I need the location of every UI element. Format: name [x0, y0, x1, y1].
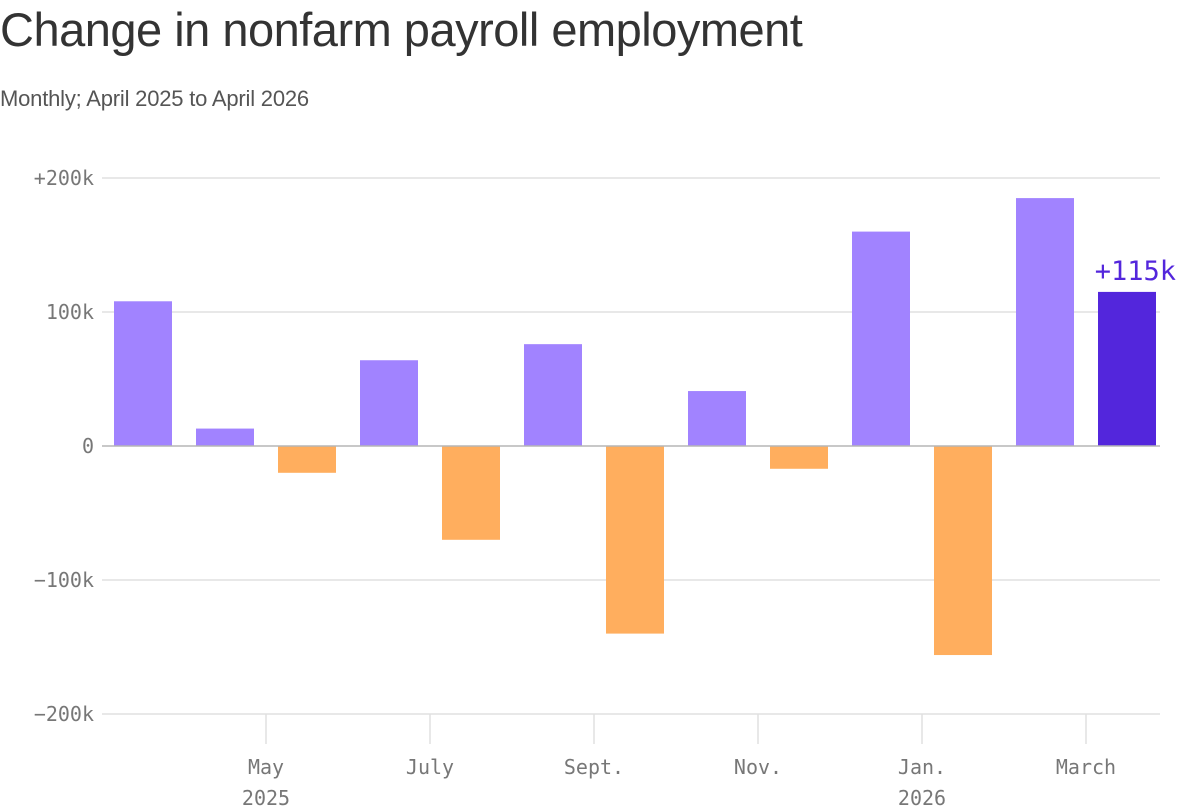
bar [770, 446, 828, 469]
y-tick-label: 0 [82, 434, 94, 458]
bar [934, 446, 992, 656]
x-tick-label: Sept. [564, 755, 624, 779]
chart-subtitle: Monthly; April 2025 to April 2026 [0, 86, 309, 111]
highlight-value-label: +115k [1095, 256, 1176, 287]
x-tick-year-label: 2026 [898, 786, 946, 810]
x-tick-label: Nov. [734, 755, 782, 779]
y-tick-label: −200k [34, 702, 94, 726]
bar [278, 446, 336, 473]
x-tick-year-label: 2025 [242, 786, 290, 810]
x-tick-label: May [248, 755, 284, 779]
x-tick-label: March [1056, 755, 1116, 779]
bar [442, 446, 500, 540]
x-tick-label: Jan. [898, 755, 946, 779]
bar [606, 446, 664, 634]
y-tick-label: −100k [34, 568, 94, 592]
bar [114, 301, 172, 446]
x-tick-label: July [406, 755, 454, 779]
bar [196, 428, 254, 446]
y-tick-label: 100k [46, 300, 94, 324]
bar [524, 344, 582, 446]
bar [360, 360, 418, 446]
chart-title: Change in nonfarm payroll employment [0, 3, 803, 56]
bar [688, 391, 746, 446]
y-tick-label: +200k [34, 166, 94, 190]
bar [852, 231, 910, 446]
bar [1016, 198, 1074, 446]
highlight-bar [1098, 291, 1156, 446]
